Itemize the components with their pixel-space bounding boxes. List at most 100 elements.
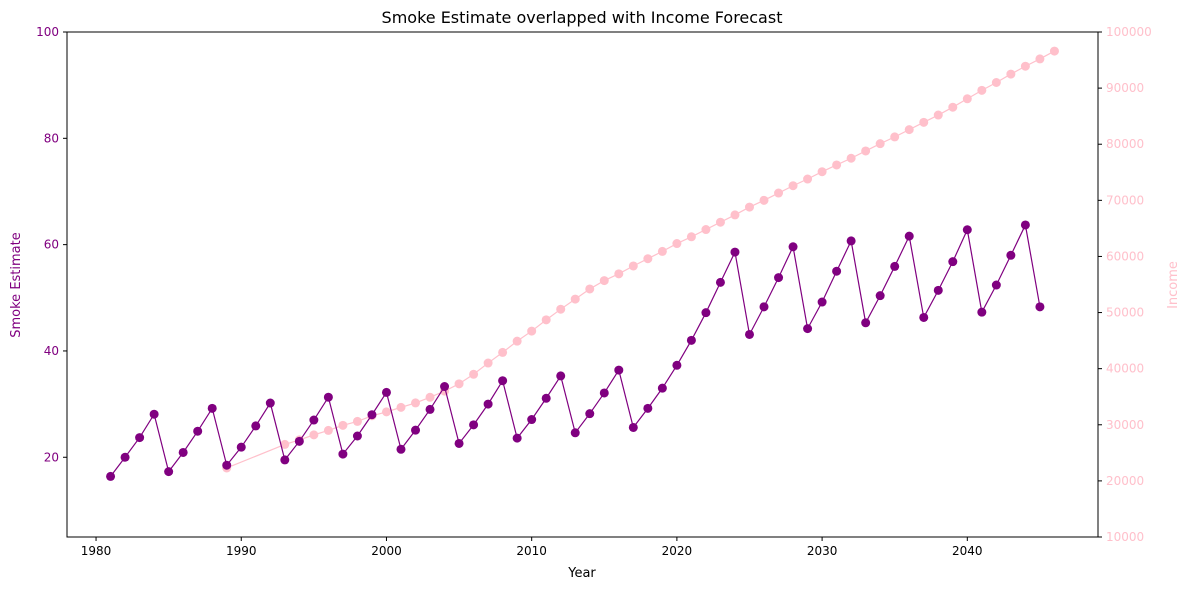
income-point [483, 358, 493, 368]
smoke-estimate-point [106, 471, 116, 481]
chart-title: Smoke Estimate overlapped with Income Fo… [382, 8, 783, 27]
income-point [774, 188, 784, 198]
left-y-tick-label: 40 [44, 344, 59, 358]
x-tick-label: 2020 [662, 544, 693, 558]
smoke-estimate-point [933, 285, 943, 295]
smoke-estimate-series [106, 220, 1045, 481]
income-point [1049, 46, 1059, 56]
income-point [861, 146, 871, 156]
income-point [527, 326, 537, 336]
income-point [1006, 69, 1016, 79]
smoke-estimate-point [469, 420, 479, 430]
income-point [788, 181, 798, 191]
income-point [672, 239, 682, 249]
x-tick-label: 1990 [226, 544, 257, 558]
smoke-estimate-point [1006, 250, 1016, 260]
smoke-estimate-point [454, 438, 464, 448]
right-y-axis: 10000 20000 30000 40000 50000 60000 70000 80000… [1098, 25, 1152, 544]
smoke-estimate-point [309, 415, 319, 425]
income-point [904, 125, 914, 135]
smoke-estimate-point [323, 392, 333, 402]
smoke-estimate-point [948, 257, 958, 267]
smoke-estimate-point [686, 335, 696, 345]
income-point [933, 110, 943, 120]
income-point [890, 132, 900, 142]
smoke-estimate-point [904, 231, 914, 241]
left-y-tick-label: 100 [36, 25, 59, 39]
smoke-estimate-point [628, 422, 638, 432]
income-point [759, 195, 769, 205]
income-point [556, 304, 566, 314]
income-point [396, 402, 406, 412]
x-tick-label: 2000 [371, 544, 402, 558]
smoke-estimate-point [396, 444, 406, 454]
smoke-estimate-point [498, 376, 508, 386]
right-y-axis-label: Income [1166, 261, 1181, 309]
right-y-tick-label: 20000 [1106, 474, 1144, 488]
smoke-estimate-point [411, 425, 421, 435]
income-point [875, 139, 885, 149]
smoke-estimate-point [861, 318, 871, 328]
plot-series [106, 46, 1059, 481]
smoke-estimate-point [193, 426, 203, 436]
smoke-estimate-point [599, 388, 609, 398]
income-point [730, 210, 740, 220]
smoke-estimate-point [338, 449, 348, 459]
income-series [222, 46, 1059, 473]
income-point [657, 246, 667, 256]
smoke-estimate-point [846, 236, 856, 246]
income-point [744, 202, 754, 212]
smoke-estimate-point [788, 242, 798, 252]
smoke-estimate-point [585, 409, 595, 419]
income-point [643, 254, 653, 264]
smoke-estimate-point [135, 433, 145, 443]
smoke-estimate-point [701, 308, 711, 318]
smoke-estimate-point [715, 277, 725, 287]
smoke-estimate-point [1020, 220, 1030, 230]
income-point [948, 102, 958, 112]
smoke-estimate-point [919, 312, 929, 322]
smoke-estimate-point [991, 280, 1001, 290]
smoke-estimate-point [120, 452, 130, 462]
income-point [628, 261, 638, 271]
smoke-estimate-point [236, 442, 246, 452]
smoke-estimate-point [367, 410, 377, 420]
income-point [803, 174, 813, 184]
income-point [512, 336, 522, 346]
income-point [352, 416, 362, 426]
smoke-estimate-point [265, 398, 275, 408]
income-point [411, 398, 421, 408]
smoke-estimate-point [643, 403, 653, 413]
income-point [570, 294, 580, 304]
smoke-estimate-point [890, 261, 900, 271]
smoke-estimate-point [280, 455, 290, 465]
smoke-estimate-point [440, 382, 450, 392]
smoke-estimate-point [527, 415, 537, 425]
smoke-estimate-point [744, 329, 754, 339]
x-tick-label: 2010 [516, 544, 547, 558]
x-tick-label: 2040 [952, 544, 983, 558]
right-y-tick-label: 40000 [1106, 362, 1144, 376]
right-y-tick-label: 80000 [1106, 137, 1144, 151]
income-point [381, 407, 391, 417]
smoke-estimate-point [803, 324, 813, 334]
income-point [846, 153, 856, 163]
plot-frame [66, 31, 1099, 538]
smoke-estimate-point [730, 247, 740, 257]
right-y-tick-label: 50000 [1106, 306, 1144, 320]
income-point [280, 439, 290, 449]
smoke-estimate-point [759, 302, 769, 312]
income-point [977, 85, 987, 95]
income-point [817, 167, 827, 177]
smoke-estimate-point [164, 467, 174, 477]
left-y-axis: 20 40 60 80 100 [36, 25, 67, 464]
left-y-tick-label: 80 [44, 131, 59, 145]
income-point [962, 94, 972, 104]
income-point [1035, 54, 1045, 64]
x-tick-label: 1980 [81, 544, 112, 558]
income-point [541, 315, 551, 325]
smoke-estimate-point [512, 433, 522, 443]
smoke-estimate-point [1035, 302, 1045, 312]
smoke-estimate-point [570, 428, 580, 438]
